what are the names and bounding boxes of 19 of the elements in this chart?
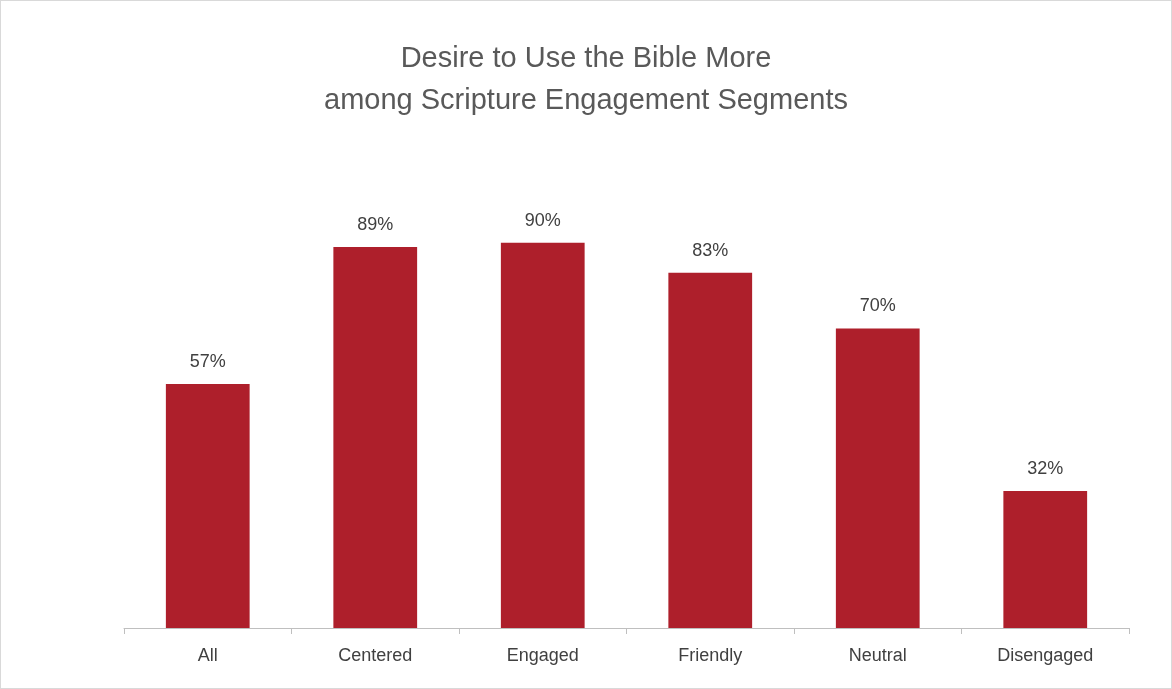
data-label: 57% (189, 351, 226, 372)
bar (668, 272, 753, 628)
x-tick-label: Disengaged (997, 645, 1094, 665)
data-label: 90% (524, 209, 561, 230)
bar (500, 242, 585, 628)
data-label: 32% (1027, 458, 1064, 479)
x-tick-label: All (197, 645, 218, 665)
data-label: 89% (357, 214, 394, 235)
chart-title: Desire to Use the Bible More among Scripture Engagement Segments (324, 41, 848, 115)
x-tick-label: Friendly (678, 645, 743, 665)
data-label: 70% (859, 295, 896, 316)
bar (835, 328, 920, 628)
bar (1003, 491, 1088, 628)
data-label: 83% (692, 239, 729, 260)
x-tick-label: Engaged (506, 645, 579, 665)
bar (165, 384, 250, 628)
x-tick-label: Neutral (848, 645, 907, 665)
bar (333, 247, 418, 628)
x-tick-label: Centered (338, 645, 413, 665)
